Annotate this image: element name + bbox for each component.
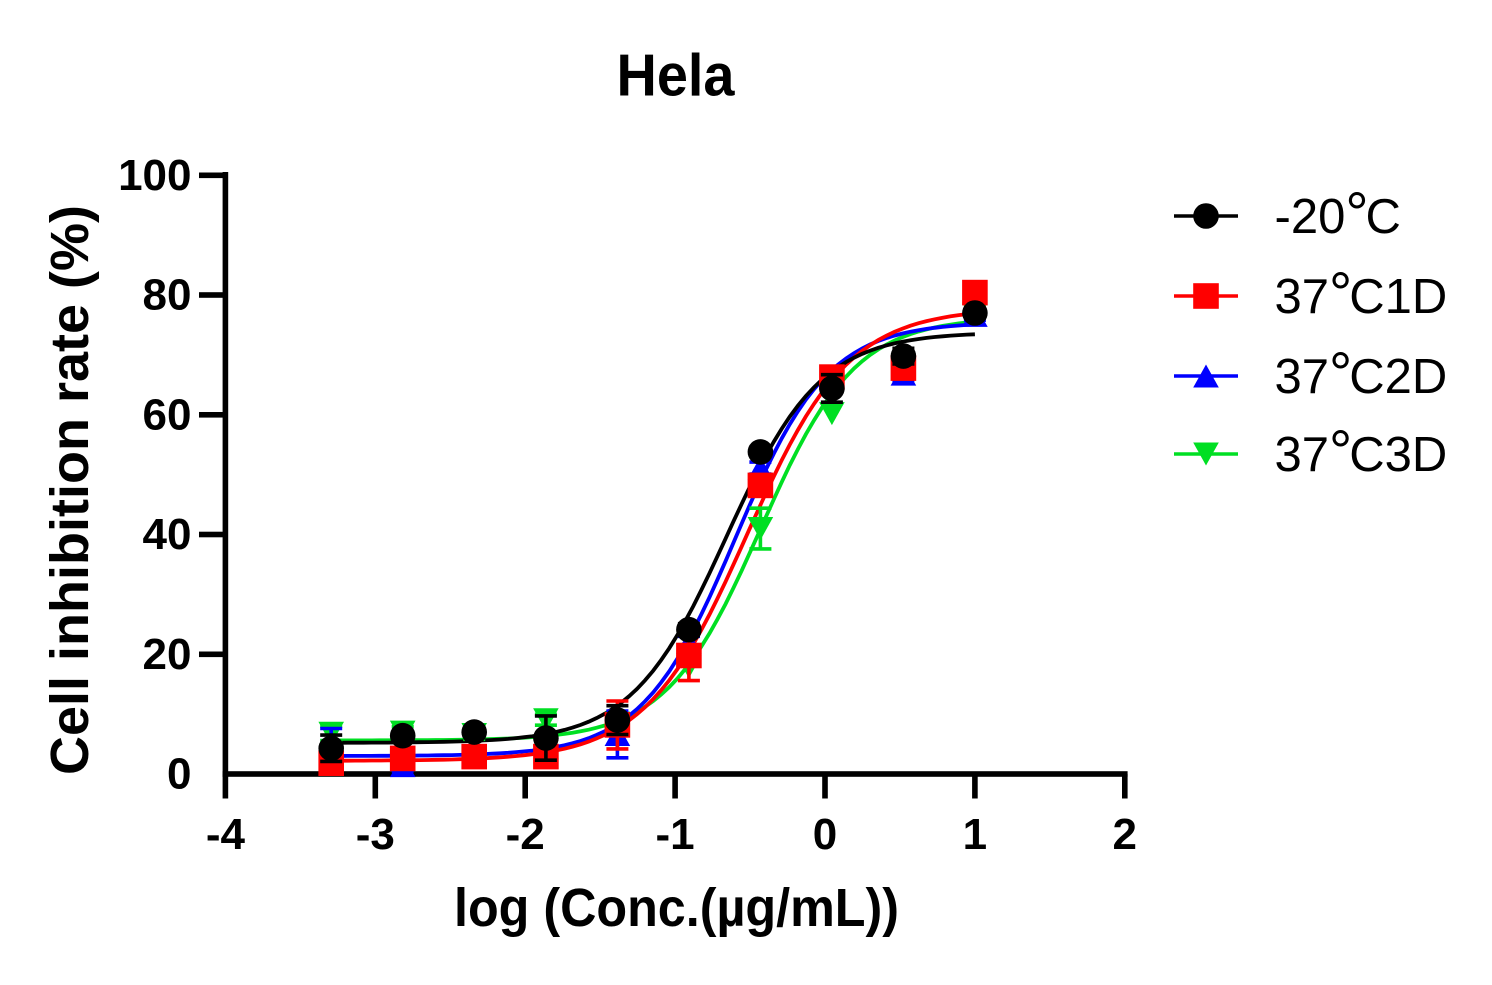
svg-text:100: 100 (118, 151, 191, 200)
svg-text:40: 40 (143, 510, 192, 559)
svg-text:Cell inhibition rate (%): Cell inhibition rate (%) (40, 205, 100, 775)
svg-text:-3: -3 (356, 810, 395, 859)
svg-text:-20°C: -20°C (1275, 181, 1401, 246)
svg-text:-4: -4 (206, 810, 246, 859)
svg-text:37°C3D: 37°C3D (1275, 419, 1448, 484)
svg-text:-1: -1 (656, 810, 695, 859)
svg-text:0: 0 (167, 750, 191, 799)
svg-text:-2: -2 (506, 810, 545, 859)
svg-text:log (Conc.(µg/mL)): log (Conc.(µg/mL)) (454, 878, 899, 938)
svg-text:0: 0 (813, 810, 837, 859)
svg-text:1: 1 (963, 810, 987, 859)
svg-text:80: 80 (143, 271, 192, 320)
svg-text:20: 20 (143, 630, 192, 679)
svg-text:37°C1D: 37°C1D (1275, 261, 1448, 326)
svg-text:60: 60 (143, 391, 192, 440)
svg-text:Hela: Hela (617, 43, 736, 109)
svg-text:37°C2D: 37°C2D (1275, 341, 1448, 406)
svg-text:2: 2 (1113, 810, 1137, 859)
